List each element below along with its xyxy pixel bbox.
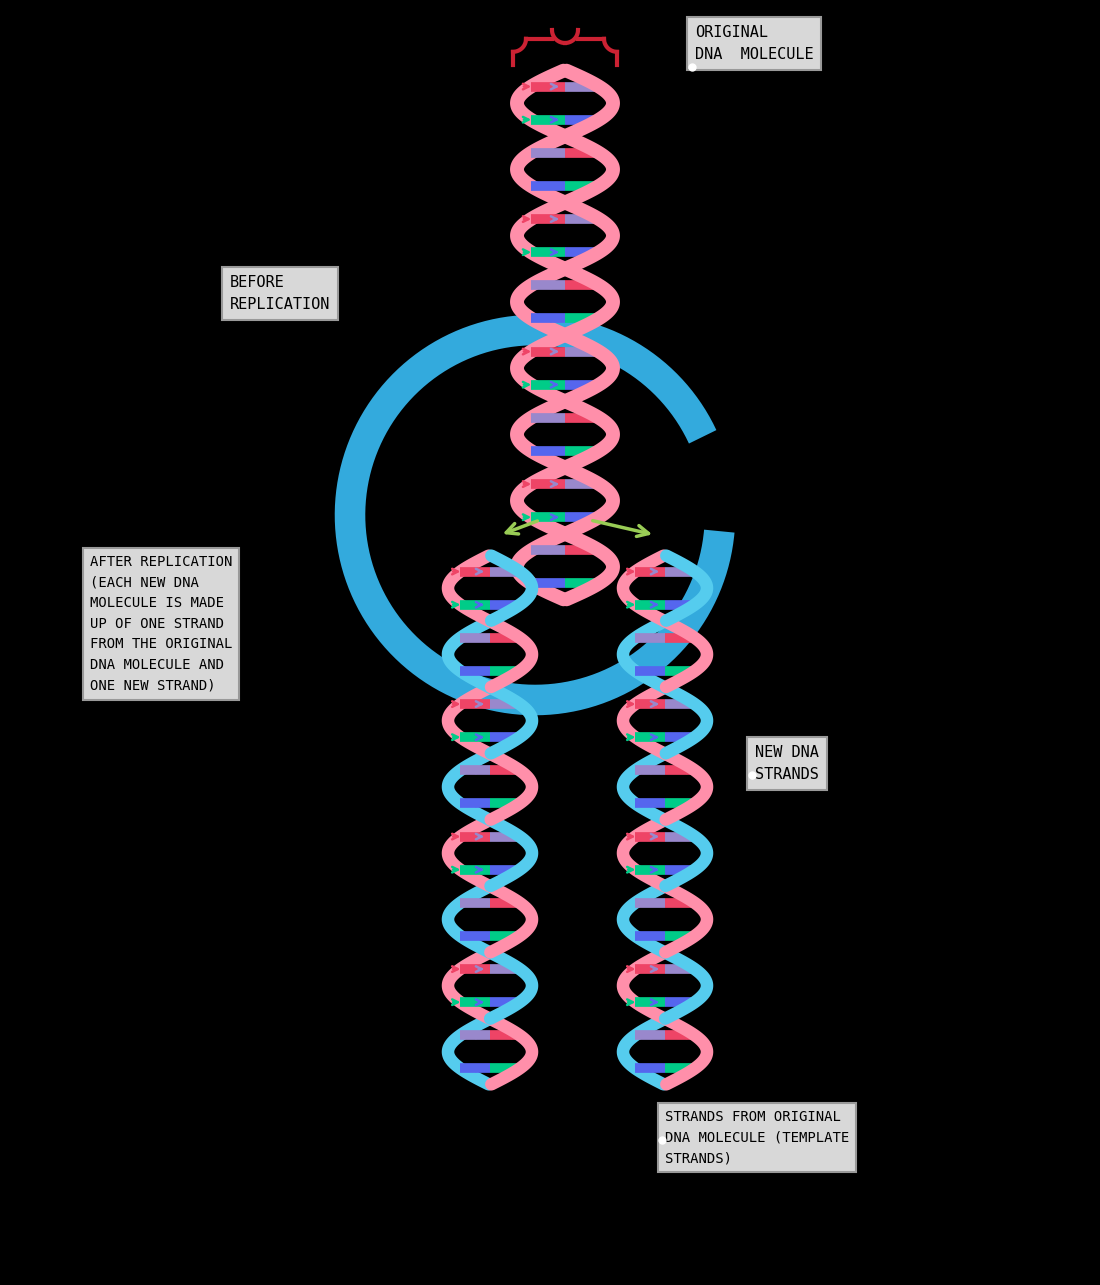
Text: NEW DNA
STRANDS: NEW DNA STRANDS [755,745,818,783]
Text: BEFORE
REPLICATION: BEFORE REPLICATION [230,275,330,312]
Text: AFTER REPLICATION
(EACH NEW DNA
MOLECULE IS MADE
UP OF ONE STRAND
FROM THE ORIGI: AFTER REPLICATION (EACH NEW DNA MOLECULE… [90,555,232,693]
Text: ORIGINAL
DNA  MOLECULE: ORIGINAL DNA MOLECULE [695,24,814,62]
Text: STRANDS FROM ORIGINAL
DNA MOLECULE (TEMPLATE
STRANDS): STRANDS FROM ORIGINAL DNA MOLECULE (TEMP… [666,1110,849,1165]
